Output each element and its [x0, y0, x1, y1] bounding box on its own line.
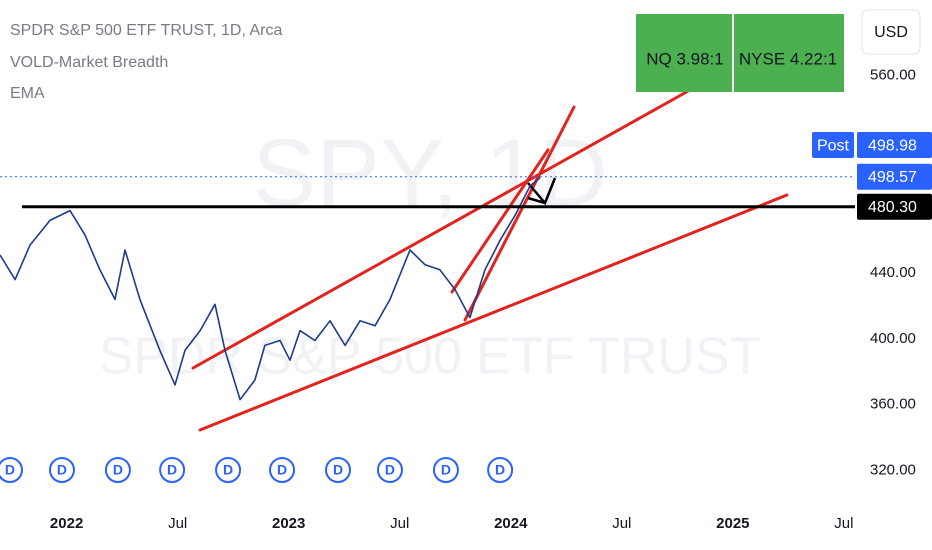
dividend-label: D [167, 462, 177, 478]
dividend-marker [215, 457, 242, 483]
dividend-marker [487, 457, 514, 483]
price-tag-label: 498.98 [868, 137, 917, 154]
y-tick-label: 320.00 [870, 461, 916, 478]
dividend-marker [325, 457, 352, 483]
breadth-panel [636, 14, 844, 92]
check-mark [527, 177, 557, 206]
dividend-label: D [495, 462, 505, 478]
trend-line [198, 193, 789, 432]
chart-title: SPDR S&P 500 ETF TRUST, 1D, Arca [10, 22, 282, 39]
y-tick-label: 400.00 [870, 330, 916, 347]
x-tick-label: Jul [390, 515, 409, 532]
price-tag [857, 193, 932, 220]
dividend-marker [48, 457, 75, 483]
x-tick-label: 2024 [494, 515, 528, 532]
indicator-name: EMA [10, 85, 45, 102]
x-tick-label: Jul [612, 515, 631, 532]
price-tag-label: 498.57 [868, 169, 917, 186]
x-tick-label: 2022 [50, 515, 83, 532]
dividend-marker [376, 457, 403, 483]
trend-line [191, 88, 692, 370]
trend-lines [191, 88, 789, 432]
dividend-marker [432, 457, 459, 483]
dividend-label: D [57, 462, 67, 478]
x-tick-label: Jul [168, 515, 187, 532]
x-tick-label: Jul [834, 515, 853, 532]
breadth-box: NQ 3.98:1 [646, 49, 724, 68]
y-tick-label: 440.00 [870, 264, 916, 281]
currency[interactable]: USD [874, 24, 908, 41]
dividend-label: D [385, 462, 395, 478]
price-tag-label: 480.30 [868, 199, 917, 216]
dividend-marker [0, 457, 23, 483]
watermark: SPY, 1D [252, 119, 608, 226]
trend-line [450, 148, 550, 294]
dividend-label: D [441, 462, 451, 478]
indicator-name: VOLD-Market Breadth [10, 54, 168, 71]
price-line [0, 177, 541, 401]
breadth-box: NYSE 4.22:1 [739, 49, 837, 68]
y-tick-label: 560.00 [870, 67, 916, 84]
dividend-label: D [277, 462, 287, 478]
dividend-label: D [223, 462, 233, 478]
price-tag [857, 132, 932, 159]
x-tick-label: 2023 [272, 515, 305, 532]
dividend-marker [269, 457, 296, 483]
dividend-marker [104, 457, 131, 483]
trend-line [463, 105, 576, 322]
currency-button[interactable] [861, 9, 921, 55]
dividend-label: D [333, 462, 343, 478]
dividend-marker [159, 457, 186, 483]
dividend-label: D [5, 462, 15, 478]
y-tick-label: 360.00 [870, 396, 916, 413]
price-tag-badge [812, 132, 854, 159]
x-tick-label: 2025 [716, 515, 749, 532]
price-tag [857, 163, 932, 190]
price-tag-badge-label: Post [817, 137, 850, 154]
dividend-label: D [113, 462, 123, 478]
